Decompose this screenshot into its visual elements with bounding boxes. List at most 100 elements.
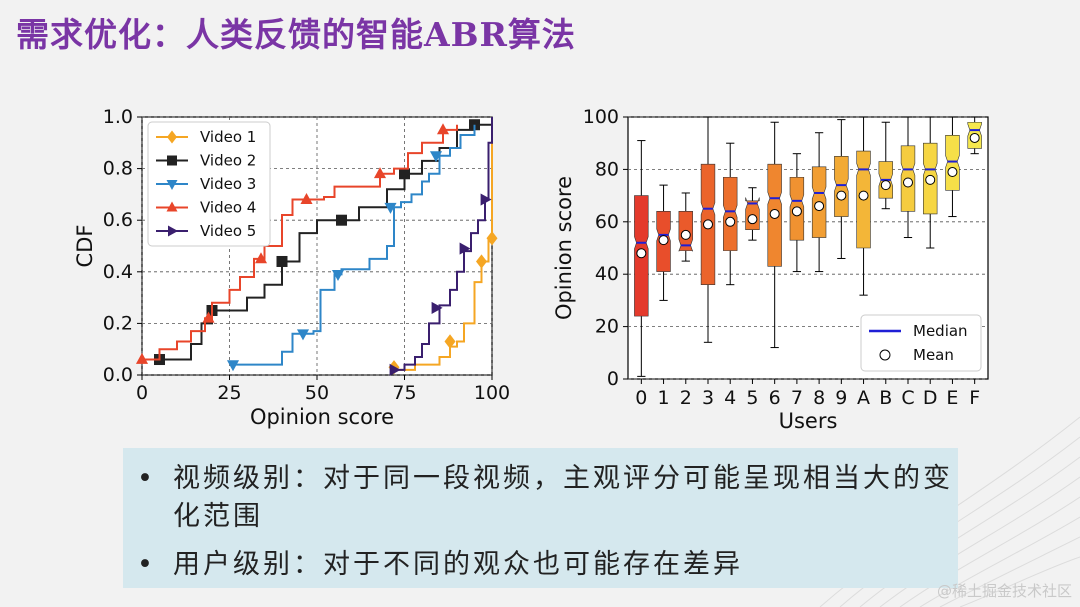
boxplot-mean-2	[680, 229, 691, 240]
cdf-legend: Video 1 Video 2 Video 3 Video 4 Video 5	[147, 121, 271, 247]
boxplot-mean-7	[791, 206, 802, 217]
bullet-text-2: 用户级别：对于不同的观众也可能存在差异	[173, 549, 743, 580]
cdf-series-marker-2	[276, 255, 288, 267]
cdf-series-marker-3	[429, 151, 443, 163]
boxplot-mean-F	[969, 132, 980, 143]
boxplot-legend-mean-swatch	[879, 349, 891, 361]
bullet-item-1: • 视频级别：对于同一段视频，主观评分可能呈现相当大的变化范围	[123, 460, 958, 536]
boxplot-ytick-label: 20	[595, 316, 619, 338]
cdf-series-marker-4	[300, 192, 313, 204]
boxplot-box-5	[745, 197, 760, 230]
cdf-legend-label: Video 5	[200, 222, 256, 240]
cdf-legend-marker	[168, 225, 178, 237]
cdf-series-marker-1	[486, 231, 498, 246]
boxplot-ytick-label: 40	[595, 263, 619, 285]
cdf-series-line-5	[394, 117, 493, 371]
cdf-legend-box	[147, 121, 271, 247]
boxplot-legend-label: Median	[913, 322, 968, 340]
boxplot-xlabel: Users	[779, 409, 838, 433]
cdf-legend-marker	[166, 201, 178, 212]
boxplot-box-4	[723, 176, 738, 251]
cdf-ytick-label: 0.6	[103, 209, 133, 231]
cdf-series-line-4	[142, 124, 458, 361]
cdf-series-marker-1	[476, 254, 487, 269]
cdf-series-marker-5	[459, 242, 471, 255]
cdf-legend-marker	[167, 130, 177, 144]
cdf-series-marker-4	[202, 311, 215, 323]
bullet-box: • 视频级别：对于同一段视频，主观评分可能呈现相当大的变化范围 • 用户级别：对…	[123, 448, 958, 588]
boxplot-mean-9	[836, 190, 847, 201]
boxplot-xtick-label: D	[923, 387, 938, 409]
cdf-series-marker-3	[331, 269, 345, 281]
boxplot-xtick-label: 0	[635, 387, 647, 409]
boxplot-mean-4	[725, 216, 736, 227]
cdf-xtick-label: 0	[136, 382, 148, 404]
cdf-xtick-label: 100	[474, 382, 510, 404]
cdf-series-marker-4	[254, 252, 268, 264]
cdf-series-marker-4	[135, 352, 149, 364]
boxplot-xtick-label: 3	[702, 387, 714, 409]
cdf-legend-label: Video 3	[200, 175, 256, 193]
cdf-series-line-2	[142, 117, 493, 361]
cdf-xtick-label: 50	[305, 382, 329, 404]
boxplot-mean-5	[747, 214, 758, 225]
cdf-legend-marker	[167, 155, 177, 166]
cdf-ytick-label: 0.8	[103, 158, 133, 180]
boxplot-xtick-label: B	[879, 387, 892, 409]
boxplot-ylabel: Opinion score	[552, 176, 576, 320]
boxplot-xtick-label: A	[857, 387, 870, 409]
cdf-series-marker-2	[399, 168, 410, 180]
boxplot-xtick-label: 7	[791, 387, 803, 409]
cdf-legend-marker	[166, 180, 178, 190]
bullet-marker: •	[137, 463, 156, 494]
cdf-ytick-label: 1.0	[103, 106, 133, 128]
boxplot-ytick-label: 80	[595, 158, 619, 180]
cdf-series-marker-5	[480, 193, 492, 206]
boxplot-xtick-label: 6	[769, 387, 781, 409]
boxplot-mean-3	[703, 219, 713, 230]
watermark: @稀土掘金技术社区	[936, 582, 1072, 600]
cdf-series-marker-3	[226, 360, 240, 372]
cdf-series-marker-4	[436, 123, 450, 135]
bullet-marker: •	[137, 549, 156, 580]
cdf-xtick-label: 25	[217, 382, 241, 404]
boxplot-ytick-label: 60	[595, 211, 619, 233]
slide-title: 需求优化：人类反馈的智能ABR算法	[16, 15, 576, 54]
boxplot-xtick-label: E	[946, 387, 958, 409]
boxplot-legend-box	[860, 314, 982, 372]
cdf-ytick-label: 0.4	[103, 261, 133, 283]
cdf-series-marker-4	[373, 167, 387, 179]
cdf-chart: 0 25 50 75 100 0.0 0.2 0.4 0.6 0.8 1.0 Opinion sco…	[73, 106, 510, 429]
boxplot-xtick-label: 9	[835, 387, 847, 409]
boxplot-legend: Median Mean	[860, 314, 982, 372]
boxplot-xtick-label: 5	[746, 387, 758, 409]
boxplot-mean-8	[814, 201, 825, 212]
boxplot-mean-1	[658, 235, 669, 246]
boxplot-xtick-label: 2	[680, 387, 692, 409]
cdf-legend-label: Video 2	[200, 152, 256, 170]
boxplot-mean-0	[636, 248, 647, 259]
cdf-series-marker-3	[296, 329, 310, 341]
boxplot-xtick-label: 4	[724, 387, 736, 409]
cdf-xlabel: Opinion score	[250, 405, 394, 429]
cdf-ytick-label: 0.2	[103, 312, 133, 334]
boxplot-mean-B	[880, 180, 891, 191]
boxplot-box-E	[945, 135, 960, 191]
boxplot-xtick-label: 8	[813, 387, 825, 409]
boxplot-ytick-label: 0	[607, 368, 619, 390]
boxplot-mean-6	[769, 208, 780, 219]
bullet-text-1: 视频级别：对于同一段视频，主观评分可能呈现相当大的变化范围	[173, 463, 953, 532]
boxplot-box-9	[834, 155, 849, 217]
cdf-ylabel: CDF	[73, 225, 97, 268]
cdf-series-line-1	[394, 117, 493, 371]
bullet-item-2: • 用户级别：对于不同的观众也可能存在差异	[123, 546, 958, 584]
cdf-series-marker-5	[389, 363, 401, 376]
cdf-series-marker-1	[444, 334, 456, 349]
boxplot-xtick-label: 1	[658, 387, 670, 409]
boxplot-mean-C	[903, 177, 913, 188]
boxplot-xtick-label: C	[901, 387, 914, 409]
cdf-series-marker-5	[431, 301, 443, 314]
boxplot-ytick-label: 100	[583, 106, 619, 128]
boxplot-legend-label: Mean	[913, 346, 954, 364]
